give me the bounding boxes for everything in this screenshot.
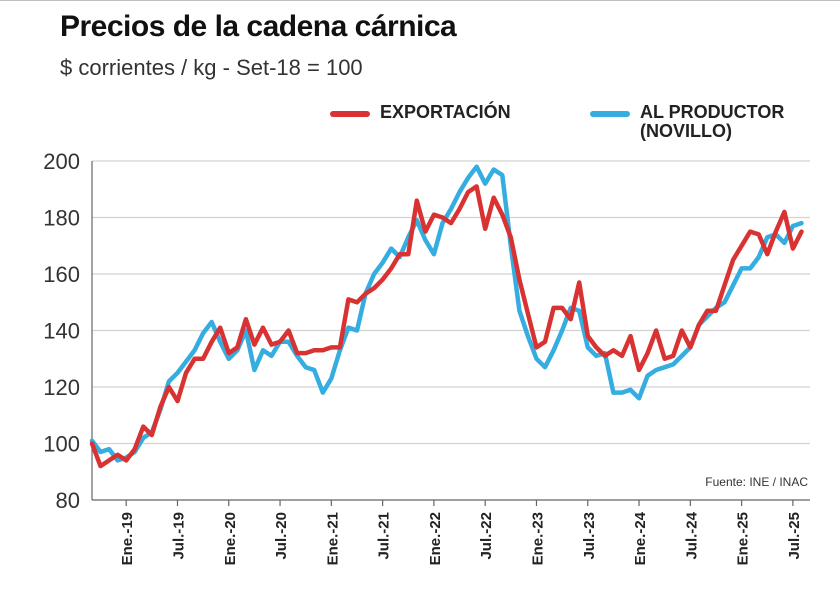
chart-subtitle: $ corrientes / kg - Set-18 = 100 <box>60 55 363 80</box>
x-tick-label: Ene.-19 <box>119 512 136 565</box>
legend-item-exportacion: EXPORTACIÓN <box>330 103 511 122</box>
source-note: Fuente: INE / INAC <box>705 475 808 489</box>
x-tick-label: Ene.-20 <box>222 512 239 565</box>
legend-swatch-exportacion <box>330 111 370 117</box>
x-tick-label: Jul.-19 <box>170 512 187 560</box>
x-tick-label: Ene.-23 <box>529 512 546 565</box>
y-tick-label: 120 <box>43 375 80 400</box>
series-line-productor <box>89 164 804 463</box>
legend-item-productor: AL PRODUCTOR (NOVILLO) <box>590 103 784 141</box>
y-tick-label: 200 <box>43 149 80 174</box>
x-tick-label: Jul.-24 <box>683 511 700 559</box>
top-rule <box>0 0 840 1</box>
series-layer <box>89 164 804 469</box>
x-tick-label: Jul.-20 <box>273 512 290 560</box>
x-tick-label: Ene.-22 <box>427 512 444 565</box>
chart-title: Precios de la cadena cárnica <box>60 10 457 43</box>
x-tick-label: Jul.-22 <box>478 512 495 560</box>
legend-label-productor-line1: AL PRODUCTOR <box>640 102 785 122</box>
x-tick-label: Ene.-24 <box>632 511 649 565</box>
x-tick-label: Ene.-21 <box>324 512 341 565</box>
series-line-exportacion <box>89 184 804 469</box>
y-tick-label: 160 <box>43 262 80 287</box>
legend-label-exportacion: EXPORTACIÓN <box>380 102 511 122</box>
legend-swatch-productor <box>590 111 630 117</box>
y-tick-label: 80 <box>56 488 80 513</box>
legend-label-productor-line2: (NOVILLO) <box>640 121 732 141</box>
y-tick-label: 100 <box>43 432 80 457</box>
x-tick-label: Ene.-25 <box>735 512 752 565</box>
y-tick-label: 140 <box>43 319 80 344</box>
y-tick-label: 180 <box>43 206 80 231</box>
x-tick-label: Jul.-25 <box>786 512 803 560</box>
grid-layer <box>92 160 810 445</box>
x-tick-label: Jul.-23 <box>581 512 598 560</box>
x-tick-label: Jul.-21 <box>376 512 393 560</box>
axis-layer: 80 100 120 140 160 180 200 Ene.-19 Jul.-19 Ene.-2… <box>43 149 810 565</box>
